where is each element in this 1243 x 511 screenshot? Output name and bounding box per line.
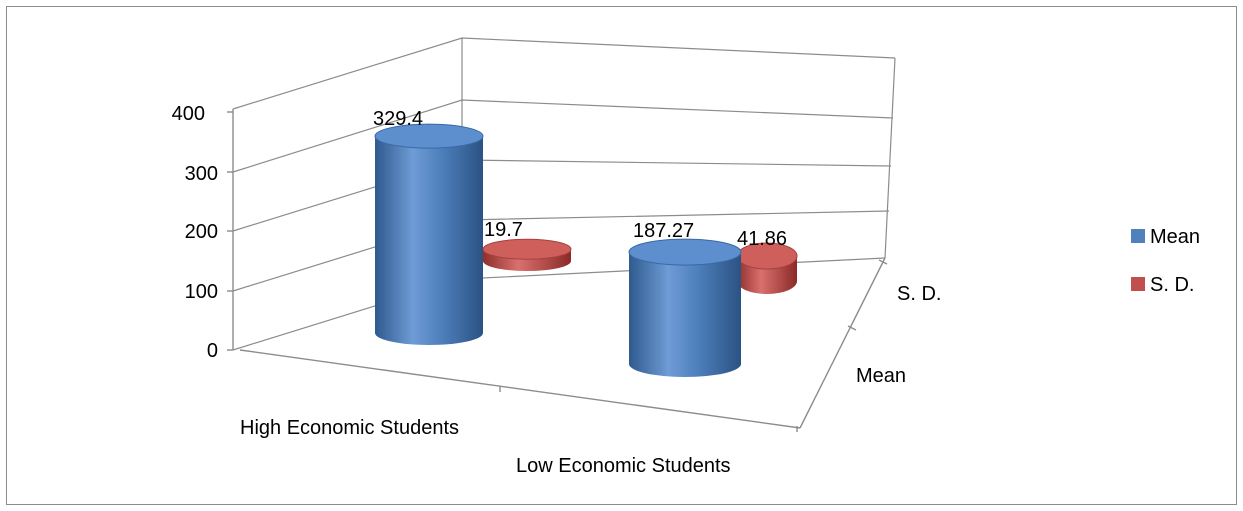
bar-top-mean-high (374, 123, 484, 149)
data-label-sd-low: 41.86 (737, 228, 787, 250)
y-tick-label-0: 0 (207, 340, 218, 362)
legend-swatch-sd (1131, 277, 1145, 291)
bar-top-sd-high (482, 238, 572, 260)
x-category-label-high: High Economic Students (240, 417, 459, 439)
x-category-label-low: Low Economic Students (516, 455, 731, 477)
back-wall-top (232, 37, 896, 110)
depth-label-mean: Mean (856, 365, 906, 387)
y-tick-label-200: 200 (185, 221, 218, 243)
depth-label-sd: S. D. (897, 283, 941, 305)
right-wall-edge (884, 57, 896, 259)
chart-frame (6, 6, 1237, 505)
bars (374, 123, 798, 377)
data-labels: 329.4 19.7 187.27 41.86 (373, 108, 787, 250)
data-label-sd-high: 19.7 (484, 219, 523, 241)
data-label-mean-low: 187.27 (633, 220, 694, 242)
bar-mean-high (375, 136, 483, 345)
y-tick-label-400: 400 (172, 103, 205, 125)
y-axis: 0 100 200 300 400 (172, 103, 233, 362)
floor-right-edge (799, 257, 886, 429)
gridline-200 (232, 159, 892, 232)
chart-walls (232, 37, 896, 432)
bar-mean-low (629, 252, 741, 377)
y-tick-label-100: 100 (185, 281, 218, 303)
legend-swatch-mean (1131, 229, 1145, 243)
bar-top-mean-low (628, 238, 742, 266)
legend-label-mean: Mean (1150, 226, 1200, 248)
legend-label-sd: S. D. (1150, 274, 1194, 296)
data-label-mean-high: 329.4 (373, 108, 423, 130)
y-tick-label-300: 300 (185, 163, 218, 185)
z-tick-2 (878, 259, 888, 265)
floor-front-edge (239, 349, 801, 429)
legend: Mean S. D. (1131, 226, 1200, 296)
z-tick-1 (847, 325, 857, 331)
